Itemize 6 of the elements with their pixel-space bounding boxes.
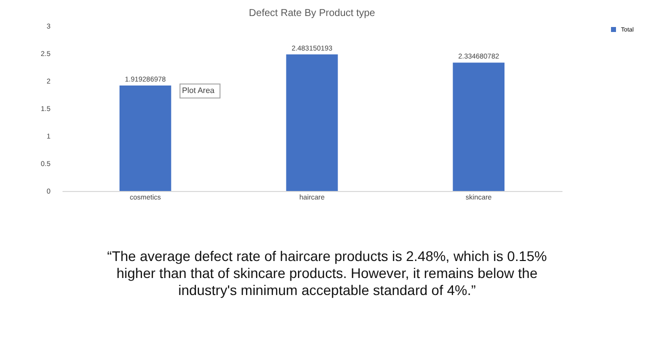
bar xyxy=(452,62,504,191)
bar xyxy=(286,54,338,191)
bar xyxy=(120,85,172,191)
text: “The average defect rate of haircare products is 2.48%, which is 0.15% higher than that of skincare products. However, it remains below the industry's minimum acceptable standard of 4%.” xyxy=(107,248,547,298)
annotation: Plot Area xyxy=(182,86,216,95)
chart-title: Defect Rate By Product type xyxy=(248,8,376,19)
